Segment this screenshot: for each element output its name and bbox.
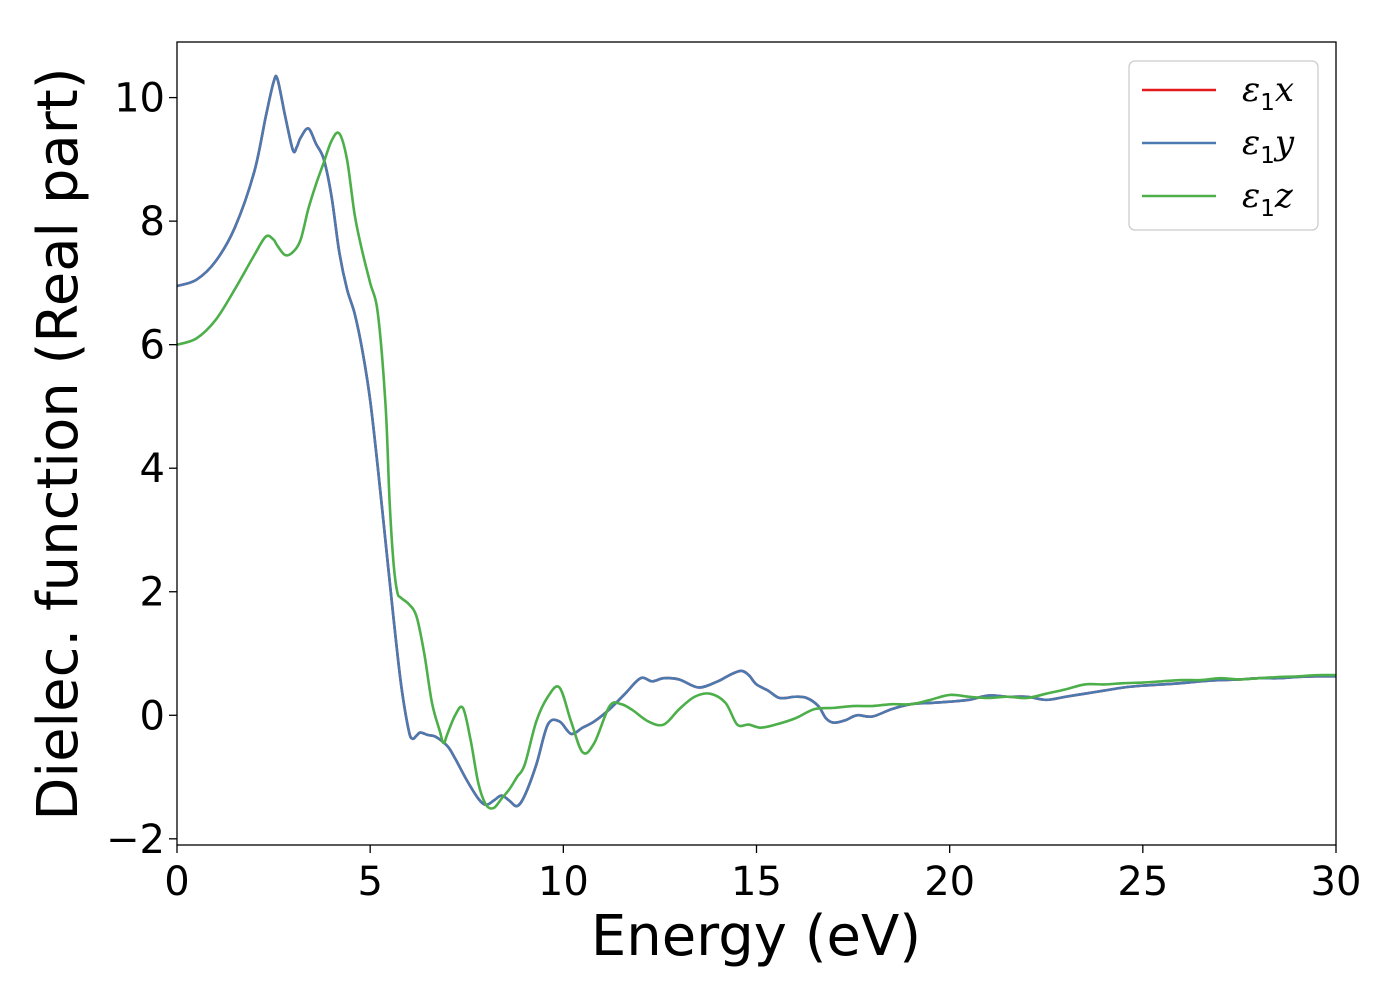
y-tick-label: 10 xyxy=(114,76,165,122)
x-tick-label: 15 xyxy=(731,859,782,905)
legend-label-z: ε1z xyxy=(1242,176,1294,222)
legend: ε1x ε1y ε1z xyxy=(1128,60,1319,231)
y-axis-title: Dielec. function (Real part) xyxy=(26,67,91,820)
x-axis-ticks: 0 5 10 15 20 25 30 xyxy=(164,845,1361,905)
x-tick-label: 5 xyxy=(357,859,382,905)
series-line-z xyxy=(177,131,1336,810)
x-tick-label: 0 xyxy=(164,859,189,905)
legend-box xyxy=(1128,60,1319,231)
x-tick-label: 30 xyxy=(1311,859,1362,905)
y-tick-label: 2 xyxy=(140,570,165,616)
y-tick-label: 4 xyxy=(140,446,165,492)
x-tick-label: 25 xyxy=(1117,859,1168,905)
x-tick-label: 10 xyxy=(538,859,589,905)
y-tick-label: 6 xyxy=(140,323,165,369)
y-tick-label: 0 xyxy=(140,693,165,739)
x-axis-title: Energy (eV) xyxy=(591,904,921,969)
y-tick-label: 8 xyxy=(140,199,165,245)
y-axis-ticks: −2 0 2 4 6 8 10 xyxy=(106,76,177,863)
legend-label-x: ε1x xyxy=(1242,70,1294,116)
legend-label-y: ε1y xyxy=(1242,123,1295,169)
series-line-y xyxy=(177,74,1336,808)
x-tick-label: 20 xyxy=(924,859,975,905)
y-tick-label: −2 xyxy=(106,817,165,863)
series-layer xyxy=(177,74,1336,810)
